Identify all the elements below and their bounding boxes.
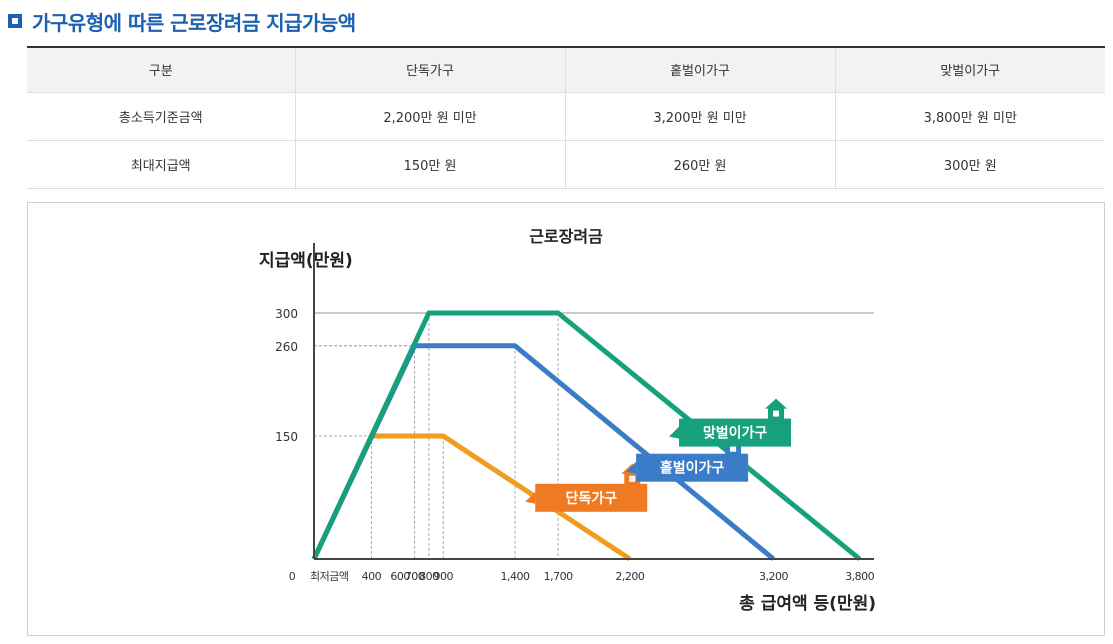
x-tick-label: 최저금액 <box>310 570 348 583</box>
table-cell: 300만 원 <box>834 140 1105 189</box>
column-header: 단독가구 <box>294 46 565 93</box>
x-tick-label: 700 <box>405 570 425 583</box>
column-header: 구분 <box>27 46 295 93</box>
series-label-text: 맞벌이가구 <box>703 425 768 442</box>
x-tick-label: 600 <box>390 570 410 583</box>
series-label-text: 홑벌이가구 <box>660 460 725 477</box>
series-line <box>311 343 776 561</box>
table-header-row: 구분 단독가구 홑벌이가구 맞벌이가구 <box>27 46 1105 93</box>
column-header: 맞벌이가구 <box>834 46 1105 93</box>
x-tick-label: 2,200 <box>615 570 644 583</box>
square-bullet-icon <box>8 14 22 28</box>
x-tick-label: 1,700 <box>544 570 573 583</box>
house-icon <box>765 398 788 420</box>
series-label-pointer <box>626 461 637 474</box>
series-label-pointer <box>525 491 536 504</box>
chart-panel: 근로장려금 지급액(만원) 총 급여액 등(만원) 150 260 300 0 최저금액… <box>27 202 1105 636</box>
x-tick-label: 0 <box>289 570 296 583</box>
x-tick-label: 1,400 <box>501 570 530 583</box>
table-row: 총소득기준금액 2,200만 원 미만 3,200만 원 미만 3,800만 원… <box>27 92 1105 141</box>
table-cell: 2,200만 원 미만 <box>294 92 565 141</box>
section-heading: 가구유형에 따른 근로장려금 지급가능액 <box>8 6 356 36</box>
y-tick-label: 300 <box>275 307 298 321</box>
table-cell: 총소득기준금액 <box>27 92 295 141</box>
payment-chart: 근로장려금 지급액(만원) 총 급여액 등(만원) 150 260 300 0 최저금액… <box>259 227 876 614</box>
series-label: 맞벌이가구 <box>669 398 792 447</box>
table-cell: 150만 원 <box>294 140 565 189</box>
series-label-text: 단독가구 <box>565 490 617 507</box>
series-label-box <box>535 483 648 512</box>
series-label-pointer <box>669 426 680 439</box>
x-tick-label: 3,200 <box>759 570 788 583</box>
y-axis-label: 지급액(만원) <box>259 251 353 271</box>
chart-title: 근로장려금 <box>529 227 603 246</box>
series-label-box <box>679 418 792 447</box>
table-cell: 3,200만 원 미만 <box>564 92 835 141</box>
page-title: 가구유형에 따른 근로장려금 지급가능액 <box>32 10 356 35</box>
criteria-table: 구분 단독가구 홑벌이가구 맞벌이가구 총소득기준금액 2,200만 원 미만 … <box>27 46 1105 189</box>
table-row: 최대지급액 150만 원 260만 원 300만 원 <box>27 140 1105 189</box>
table-cell: 260만 원 <box>564 140 835 189</box>
x-tick-label: 800 <box>419 570 439 583</box>
x-axis-label: 총 급여액 등(만원) <box>739 594 876 614</box>
table-cell: 3,800만 원 미만 <box>834 92 1105 141</box>
y-tick-label: 260 <box>275 340 298 354</box>
series-label-box <box>636 453 749 482</box>
x-tick-label: 900 <box>433 570 453 583</box>
x-tick-label: 400 <box>362 570 382 583</box>
table-cell: 최대지급액 <box>27 140 295 189</box>
series-label: 홑벌이가구 <box>626 433 749 482</box>
x-tick-label: 3,800 <box>845 570 874 583</box>
column-header: 홑벌이가구 <box>564 46 835 93</box>
y-tick-label: 150 <box>275 430 298 444</box>
